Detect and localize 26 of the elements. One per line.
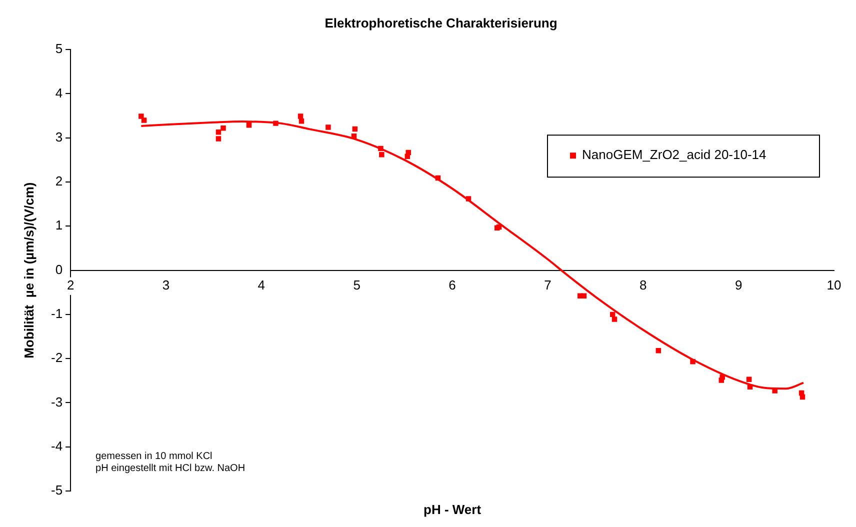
- y-axis-title: Mobilität µe in (µm/s)/(V/cm): [22, 182, 37, 358]
- x-tick-label: 9: [734, 278, 742, 293]
- x-tick-label: 3: [162, 278, 170, 293]
- y-tick-label: 0: [55, 262, 63, 277]
- y-tick-label: -4: [50, 438, 63, 454]
- y-tick-label: 1: [55, 218, 63, 233]
- y-tick-label: 4: [55, 85, 63, 100]
- y-tick-label: 3: [55, 129, 63, 144]
- y-tick-label: -2: [50, 350, 63, 366]
- legend-label: NanoGEM_ZrO2_acid 20-10-14: [582, 147, 766, 162]
- x-tick-label: 4: [258, 278, 266, 293]
- x-tick-label: 8: [640, 278, 647, 293]
- x-tick-label: 6: [448, 278, 456, 293]
- x-tick-label: 10: [826, 278, 842, 293]
- x-tick-label: 5: [353, 278, 360, 293]
- y-tick-label: -5: [50, 482, 63, 498]
- x-axis-title: pH - Wert: [424, 502, 482, 518]
- y-tick-label: 2: [55, 174, 63, 189]
- annotation: gemessen in 10 mmol KCl: [96, 450, 212, 462]
- y-tick-label: 5: [55, 41, 63, 56]
- chart-title: Elektrophoretische Charakterisierung: [324, 15, 558, 30]
- y-tick-label: -1: [50, 306, 63, 322]
- x-tick-label: 2: [66, 278, 74, 293]
- annotation: pH eingestellt mit HCl bzw. NaOH: [96, 462, 246, 474]
- y-tick-label: -3: [50, 394, 63, 410]
- x-tick-label: 7: [544, 278, 552, 293]
